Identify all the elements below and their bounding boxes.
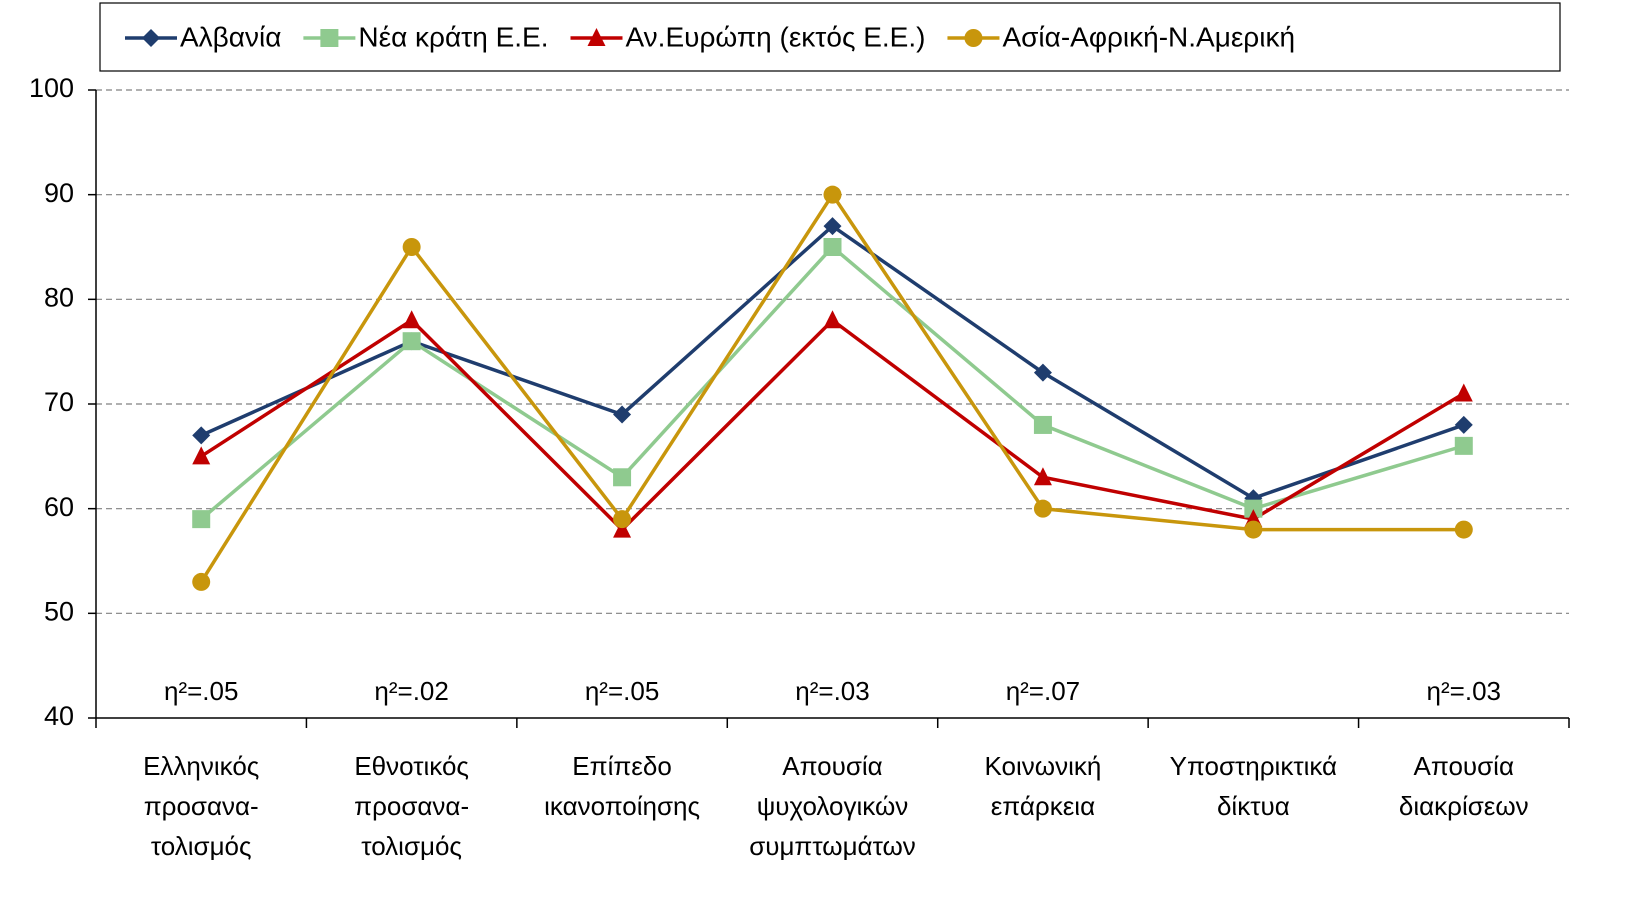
marker bbox=[613, 405, 632, 424]
marker bbox=[587, 28, 606, 46]
marker bbox=[823, 238, 842, 256]
marker bbox=[1033, 467, 1052, 486]
legend-label: Ασία-Αφρική-Ν.Αμερική bbox=[1002, 21, 1295, 52]
marker bbox=[1244, 520, 1263, 539]
x-tick-label: επάρκεια bbox=[991, 791, 1095, 821]
marker bbox=[320, 29, 339, 47]
marker bbox=[613, 510, 632, 529]
annotation: η²=.05 bbox=[164, 676, 238, 706]
marker bbox=[613, 519, 632, 538]
y-tick-label: 70 bbox=[44, 387, 74, 417]
series-line bbox=[200, 223, 1465, 501]
x-tick-label: προσανα- bbox=[144, 791, 259, 821]
series-line bbox=[200, 244, 1465, 521]
x-tick-label: προσανα- bbox=[354, 791, 469, 821]
x-tick-label: συμπτωμάτων bbox=[749, 831, 916, 861]
marker bbox=[1244, 499, 1263, 518]
marker bbox=[1033, 415, 1052, 434]
x-tick-label: Ελληνικός bbox=[143, 751, 259, 781]
x-tick-label: Επίπεδο bbox=[572, 751, 672, 781]
x-tick-label: διακρίσεων bbox=[1399, 791, 1529, 821]
marker bbox=[823, 310, 842, 329]
x-tick-label: δίκτυα bbox=[1217, 791, 1290, 821]
annotation: η²=.05 bbox=[585, 676, 659, 706]
marker bbox=[402, 332, 421, 351]
x-tick-label: Εθνοτικός bbox=[354, 751, 469, 781]
marker bbox=[1454, 436, 1473, 455]
x-tick-label: τολισμός bbox=[151, 831, 252, 861]
marker bbox=[1033, 363, 1052, 382]
x-tick-label: Απουσία bbox=[1414, 751, 1514, 781]
marker bbox=[823, 217, 842, 236]
y-tick-label: 40 bbox=[44, 701, 74, 731]
legend-label: Νέα κράτη Ε.Ε. bbox=[358, 21, 548, 52]
annotation: η²=.02 bbox=[374, 676, 448, 706]
marker bbox=[192, 572, 211, 591]
marker bbox=[402, 310, 421, 329]
y-tick-label: 90 bbox=[44, 178, 74, 208]
marker bbox=[192, 510, 211, 529]
x-tick-label: ικανοποίησης bbox=[544, 791, 700, 821]
y-tick-label: 60 bbox=[44, 492, 74, 522]
annotation: η²=.07 bbox=[1006, 676, 1080, 706]
marker bbox=[192, 426, 211, 445]
marker bbox=[402, 238, 421, 256]
x-tick-label: τολισμός bbox=[361, 831, 462, 861]
y-tick-label: 100 bbox=[29, 73, 74, 103]
annotation: η²=.03 bbox=[1427, 676, 1501, 706]
marker bbox=[823, 185, 842, 204]
legend-label: Αλβανία bbox=[180, 21, 281, 52]
marker bbox=[142, 29, 160, 47]
x-tick-label: ψυχολογικών bbox=[757, 791, 909, 821]
y-tick-label: 50 bbox=[44, 596, 74, 626]
marker bbox=[1454, 520, 1473, 539]
legend-label: Αν.Ευρώπη (εκτός Ε.Ε.) bbox=[626, 21, 926, 52]
marker bbox=[613, 468, 632, 487]
marker bbox=[964, 29, 983, 47]
x-tick-label: Απουσία bbox=[782, 751, 882, 781]
marker bbox=[1033, 499, 1052, 518]
x-tick-label: Κοινωνική bbox=[985, 751, 1102, 781]
marker bbox=[1454, 383, 1473, 402]
y-tick-label: 80 bbox=[44, 282, 74, 312]
marker bbox=[1454, 415, 1473, 434]
annotation: η²=.03 bbox=[795, 676, 869, 706]
x-tick-label: Υποστηρικτικά bbox=[1170, 751, 1337, 781]
marker bbox=[192, 446, 211, 465]
